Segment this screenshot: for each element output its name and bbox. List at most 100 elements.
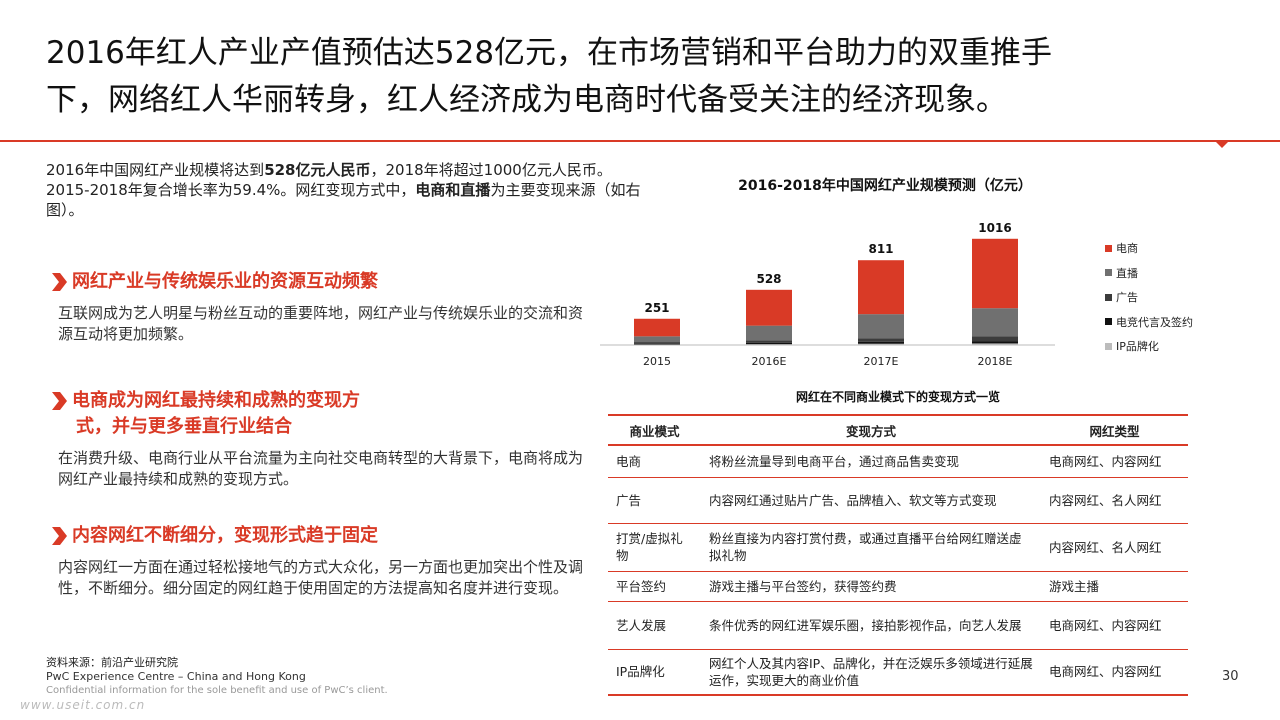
confidential-note: Confidential information for the sole be… bbox=[46, 685, 388, 696]
legend-label: 广告 bbox=[1116, 291, 1138, 305]
section-heading-text: 电商成为网红最持续和成熟的变现方式，并与更多垂直行业结合 bbox=[72, 388, 360, 440]
legend-swatch bbox=[1105, 244, 1112, 252]
chart-legend: 电商直播广告电竞代言及签约 IP品牌化 bbox=[1105, 236, 1193, 359]
legend-item: 电商 bbox=[1105, 236, 1193, 261]
header-influencer-type: 网红类型 bbox=[1089, 423, 1140, 439]
table-row: 平台签约 游戏主播与平台签约，获得签约费 游戏主播 bbox=[608, 571, 1188, 602]
legend-label: 电竞代言及签约 bbox=[1116, 315, 1193, 329]
section-heading: 网红产业与传统娱乐业的资源互动频繁 bbox=[50, 269, 590, 295]
section-ecommerce-monetization: 电商成为网红最持续和成熟的变现方式，并与更多垂直行业结合 在消费升级、电商行业从… bbox=[50, 388, 590, 490]
bar-segment bbox=[972, 341, 1018, 344]
bar-segment bbox=[858, 338, 904, 342]
page-title-line-1: 2016年红人产业产值预估达528亿元，在市场营销和平台助力的双重推手 bbox=[46, 35, 1053, 71]
bar-segment bbox=[746, 340, 792, 343]
cell-type: 电商网红、内容网红 bbox=[1041, 649, 1188, 696]
cell-model: 广告 bbox=[608, 477, 701, 524]
legend-label: 电商 bbox=[1116, 242, 1138, 256]
cell-model: 平台签约 bbox=[608, 571, 701, 602]
section-content-segmentation: 内容网红不断细分，变现形式趋于固定 内容网红一方面在通过轻松接地气的方式大众化，… bbox=[50, 523, 590, 599]
bar-segment bbox=[634, 318, 680, 337]
page-title-line-2: 下，网络红人华丽转身，红人经济成为电商时代备受关注的经济现象。 bbox=[46, 82, 1007, 118]
cell-model: IP品牌化 bbox=[608, 649, 701, 696]
chart-title: 2016-2018年中国网红产业规模预测（亿元） bbox=[738, 178, 1032, 194]
intro-text-2: ，2018年将超过1000亿元人民币。2015-2018年复合增长率为59.4%… bbox=[46, 161, 612, 199]
bar-segment bbox=[858, 314, 904, 339]
data-label: 251 bbox=[644, 301, 669, 315]
cell-model: 艺人发展 bbox=[608, 601, 701, 650]
cell-type: 内容网红、名人网红 bbox=[1041, 523, 1188, 572]
cell-method: 将粉丝流量导到电商平台，通过商品售卖变现 bbox=[701, 445, 1041, 478]
cell-type: 电商网红、内容网红 bbox=[1041, 601, 1188, 650]
table-row: 广告 内容网红通过贴片广告、品牌植入、软文等方式变现 内容网红、名人网红 bbox=[608, 477, 1188, 524]
legend-item: 直播 bbox=[1105, 261, 1193, 286]
bar-segment bbox=[972, 336, 1018, 342]
divider-notch-icon bbox=[1216, 142, 1228, 148]
section-heading: 内容网红不断细分，变现形式趋于固定 bbox=[50, 523, 590, 549]
page-number: 30 bbox=[1222, 669, 1239, 684]
legend-swatch bbox=[1105, 293, 1112, 301]
legend-swatch bbox=[1105, 342, 1112, 350]
bar-segment bbox=[858, 343, 904, 345]
legend-label: 直播 bbox=[1116, 266, 1138, 280]
source-note: 资料来源：前沿产业研究院 bbox=[46, 656, 178, 669]
table-row: 电商 将粉丝流量导到电商平台，通过商品售卖变现 电商网红、内容网红 bbox=[608, 445, 1188, 478]
cell-method: 条件优秀的网红进军娱乐圈，接拍影视作品，向艺人发展 bbox=[701, 601, 1041, 650]
section-resource-interaction: 网红产业与传统娱乐业的资源互动频繁 互联网成为艺人明星与粉丝互动的重要阵地，网红… bbox=[50, 269, 590, 345]
pwc-credit: PwC Experience Centre – China and Hong K… bbox=[46, 670, 306, 683]
bar-segment bbox=[858, 341, 904, 344]
table-header-row: 商业模式 变现方式 网红类型 bbox=[608, 415, 1188, 445]
section-body: 在消费升级、电商行业从平台流量为主向社交电商转型的大背景下，电商将成为网红产业最… bbox=[58, 449, 584, 488]
bar-segment bbox=[746, 342, 792, 345]
footer-source: 资料来源：前沿产业研究院 PwC Experience Centre – Chi… bbox=[46, 656, 388, 698]
bar-segment bbox=[858, 260, 904, 315]
bar-chart: 251 2015 528 2016E 811 2017E 1016 2018E bbox=[600, 221, 1055, 368]
cell-method: 网红个人及其内容IP、品牌化，并在泛娱乐多领域进行延展运作，实现更大的商业价值 bbox=[701, 649, 1041, 696]
legend-item: 广告 bbox=[1105, 285, 1193, 310]
bar-segment bbox=[746, 289, 792, 326]
legend-item: IP品牌化 bbox=[1105, 334, 1193, 359]
x-tick-label: 2016E bbox=[752, 355, 787, 368]
section-heading-text: 网红产业与传统娱乐业的资源互动频繁 bbox=[72, 271, 378, 292]
bar-segment bbox=[634, 342, 680, 344]
legend-label: IP品牌化 bbox=[1116, 340, 1159, 354]
chevron-right-icon bbox=[52, 527, 67, 545]
x-tick-label: 2017E bbox=[864, 355, 899, 368]
section-body: 互联网成为艺人明星与粉丝互动的重要阵地，网红产业与传统娱乐业的交流和资源互动将更… bbox=[58, 304, 584, 343]
cell-method: 游戏主播与平台签约，获得签约费 bbox=[701, 571, 1041, 602]
cell-method: 内容网红通过贴片广告、品牌植入、软文等方式变现 bbox=[701, 477, 1041, 524]
cell-type: 内容网红、名人网红 bbox=[1041, 477, 1188, 524]
watermark: www.useit.com.cn bbox=[20, 698, 146, 712]
legend-item: 电竞代言及签约 bbox=[1105, 310, 1193, 335]
x-tick-label: 2018E bbox=[978, 355, 1013, 368]
section-heading: 电商成为网红最持续和成熟的变现方式，并与更多垂直行业结合 bbox=[50, 388, 590, 440]
bar-segment bbox=[634, 344, 680, 345]
section-body: 内容网红一方面在通过轻松接地气的方式大众化，另一方面也更加突出个性及调性，不断细… bbox=[58, 558, 584, 597]
data-label: 1016 bbox=[978, 221, 1011, 235]
intro-paragraph: 2016年中国网红产业规模将达到528亿元人民币，2018年将超过1000亿元人… bbox=[46, 160, 646, 220]
cell-model: 电商 bbox=[608, 445, 701, 478]
section-heading-text: 内容网红不断细分，变现形式趋于固定 bbox=[72, 525, 378, 546]
intro-bold-2: 电商和直播 bbox=[415, 181, 491, 199]
cell-type: 电商网红、内容网红 bbox=[1041, 445, 1188, 478]
cell-method: 粉丝直接为内容打赏付费，或通过直播平台给网红赠送虚拟礼物 bbox=[701, 523, 1041, 572]
cell-model: 打赏/虚拟礼物 bbox=[608, 523, 701, 572]
table-title: 网红在不同商业模式下的变现方式一览 bbox=[795, 390, 1000, 404]
section-heading-line-2: 式，并与更多垂直行业结合 bbox=[76, 416, 292, 437]
legend-swatch bbox=[1105, 269, 1112, 277]
monetization-table: 商业模式 变现方式 网红类型 电商 将粉丝流量导到电商平台，通过商品售卖变现 电… bbox=[608, 414, 1188, 696]
intro-text-3: 为主要变现来源（如右图）。 bbox=[46, 181, 641, 219]
chevron-right-icon bbox=[52, 273, 67, 291]
table-row: IP品牌化 网红个人及其内容IP、品牌化，并在泛娱乐多领域进行延展运作，实现更大… bbox=[608, 649, 1188, 696]
title-divider bbox=[0, 140, 1280, 142]
bar-segment bbox=[972, 238, 1018, 309]
bar-segment bbox=[634, 343, 680, 345]
section-heading-line-1: 电商成为网红最持续和成熟的变现方 bbox=[72, 390, 360, 411]
legend-swatch bbox=[1105, 318, 1112, 326]
data-label: 811 bbox=[868, 242, 893, 256]
intro-text-1: 2016年中国网红产业规模将达到 bbox=[46, 161, 265, 179]
bar-segment bbox=[746, 325, 792, 341]
bar-segment bbox=[972, 343, 1018, 345]
header-business-model: 商业模式 bbox=[629, 423, 680, 439]
cell-type: 游戏主播 bbox=[1041, 571, 1188, 602]
data-label: 528 bbox=[756, 272, 781, 286]
